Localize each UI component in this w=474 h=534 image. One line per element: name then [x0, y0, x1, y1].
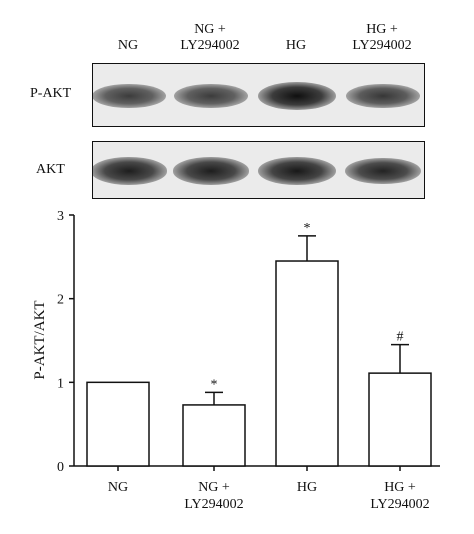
blot-label-p-akt: P-AKT	[30, 86, 72, 101]
lane-label-hg: HG	[285, 38, 307, 53]
blot-p-akt	[92, 63, 425, 127]
blot-band	[258, 157, 336, 185]
blot-band	[93, 83, 167, 109]
y-tick-label: 0	[57, 460, 64, 475]
chart-error-bars	[205, 235, 409, 405]
blot-band	[172, 157, 250, 185]
x-tick-label: HG	[297, 480, 317, 495]
blot-band	[258, 81, 336, 111]
chart-annotations: * * #	[211, 221, 404, 392]
x-tick-label: HG +	[384, 480, 416, 495]
y-tick-label: 3	[57, 209, 64, 224]
lane-label-ng: NG	[117, 38, 139, 53]
x-tick-label: NG +	[198, 480, 230, 495]
significance-mark: *	[211, 377, 218, 392]
lane-label-hg-ly: HG + LY294002	[352, 22, 412, 53]
chart-x-labels: NG NG + LY294002 HG HG + LY294002	[108, 480, 430, 512]
bar	[86, 381, 150, 467]
significance-mark: #	[397, 330, 404, 345]
x-tick-label: LY294002	[370, 497, 429, 512]
blot-label-akt: AKT	[36, 162, 65, 177]
blot-akt	[92, 141, 425, 199]
significance-mark: *	[304, 221, 311, 236]
y-tick-label: 1	[57, 376, 64, 391]
blot-band	[93, 157, 168, 185]
y-axis-title: P-AKT/AKT	[32, 300, 48, 379]
blot-band	[345, 83, 421, 109]
x-tick-label: LY294002	[184, 497, 243, 512]
blot-band	[344, 157, 422, 185]
x-tick-label: NG	[108, 480, 128, 495]
y-tick-label: 2	[57, 293, 64, 308]
chart-bars	[86, 260, 432, 467]
blot-band	[173, 83, 249, 109]
bar	[182, 404, 246, 467]
lane-label-ng-ly: NG + LY294002	[180, 22, 240, 53]
bar	[275, 260, 339, 467]
bar	[368, 372, 432, 467]
